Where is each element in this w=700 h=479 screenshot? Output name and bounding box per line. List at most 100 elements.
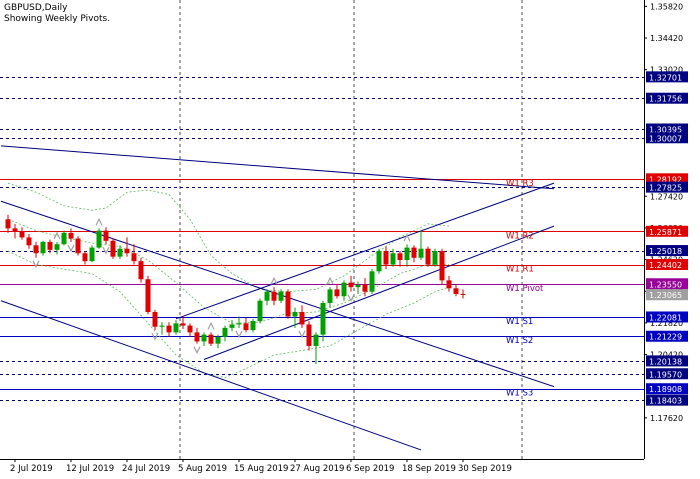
candle-body bbox=[243, 323, 249, 331]
candle-body bbox=[5, 219, 11, 229]
price-tick-label: 1.33020 bbox=[650, 66, 683, 75]
candle-body bbox=[180, 323, 186, 326]
candle-body bbox=[40, 241, 46, 254]
price-tick-label: 1.21820 bbox=[650, 319, 683, 328]
candle-body bbox=[166, 325, 172, 333]
ma-middle-line bbox=[7, 218, 449, 324]
candle-body bbox=[397, 253, 403, 261]
price-level-badge-label: 1.32701 bbox=[649, 73, 682, 82]
candle-body bbox=[124, 248, 130, 254]
time-tick-label: 30 Sep 2019 bbox=[458, 464, 512, 474]
candle-body bbox=[222, 327, 228, 337]
candle-body bbox=[19, 231, 25, 238]
candle-body bbox=[299, 312, 305, 325]
candle-body bbox=[348, 282, 354, 288]
candle-body bbox=[201, 334, 207, 342]
candle-body bbox=[446, 280, 452, 289]
price-level-badge bbox=[646, 330, 688, 342]
candle-body bbox=[152, 312, 158, 327]
fractal-down-marker bbox=[193, 346, 201, 355]
price-level-badge-label: 1.21229 bbox=[649, 333, 682, 342]
candle-body bbox=[292, 312, 298, 317]
candle-body bbox=[75, 238, 81, 254]
candle-body bbox=[47, 241, 53, 250]
candle-body bbox=[89, 247, 95, 262]
price-level-badge bbox=[646, 289, 688, 301]
pivot-label: W1 R2 bbox=[506, 231, 534, 241]
price-level-badge-label: 1.19570 bbox=[649, 370, 682, 379]
candle-body bbox=[54, 244, 60, 250]
candle-body bbox=[33, 245, 39, 254]
candle-body bbox=[341, 282, 347, 297]
fractal-up-marker bbox=[95, 218, 103, 226]
trend-line-1 bbox=[0, 200, 555, 388]
fractal-up-marker bbox=[403, 233, 411, 242]
candle-body bbox=[264, 291, 270, 301]
price-level-badge-label: 1.22081 bbox=[649, 313, 682, 322]
fractal-up-marker bbox=[270, 276, 278, 285]
fractal-down-marker bbox=[347, 294, 355, 303]
candle-body bbox=[390, 253, 396, 265]
price-level-badge-label: 1.24402 bbox=[649, 261, 682, 270]
candle-body bbox=[96, 230, 102, 248]
candle-body bbox=[187, 325, 193, 333]
pivot-label: W1 Pivot bbox=[506, 284, 544, 294]
candle-body bbox=[306, 324, 312, 346]
candle-body bbox=[138, 261, 144, 280]
price-level-badge-label: 1.20138 bbox=[649, 357, 682, 366]
fractal-down-marker bbox=[102, 246, 110, 255]
time-tick-label: 12 Jul 2019 bbox=[66, 464, 114, 474]
fractal-down-marker bbox=[151, 332, 159, 341]
candle-body bbox=[362, 284, 368, 292]
time-tick-label: 6 Sep 2019 bbox=[346, 464, 394, 474]
fractal-down-marker bbox=[298, 330, 306, 339]
candle-body bbox=[236, 323, 242, 325]
candle-body bbox=[250, 321, 256, 331]
candle-body bbox=[103, 230, 109, 241]
candle-body bbox=[355, 284, 361, 288]
price-level-badge bbox=[646, 92, 688, 104]
candle-body bbox=[404, 247, 410, 261]
price-level-badge-label: 1.18403 bbox=[649, 397, 682, 406]
ma-upper-line bbox=[7, 182, 450, 293]
candle-body bbox=[173, 323, 179, 333]
candle-body bbox=[110, 240, 116, 257]
price-level-badge bbox=[646, 383, 688, 395]
price-level-badge bbox=[646, 278, 688, 290]
price-level-badge-label: 1.23550 bbox=[649, 280, 682, 289]
price-level-badge bbox=[646, 123, 688, 135]
candle-body bbox=[159, 325, 165, 327]
candle-body bbox=[131, 253, 137, 262]
time-tick-label: 24 Jul 2019 bbox=[122, 464, 170, 474]
price-level-badge bbox=[646, 368, 688, 380]
candle-body bbox=[215, 336, 221, 344]
price-level-badge bbox=[646, 311, 688, 323]
price-level-badge-label: 1.27825 bbox=[649, 184, 682, 193]
price-level-badge-label: 1.30007 bbox=[649, 134, 682, 143]
price-level-badge bbox=[646, 225, 688, 237]
fractal-up-marker bbox=[53, 231, 61, 240]
price-level-badge bbox=[646, 71, 688, 83]
candle-body bbox=[208, 334, 214, 344]
pivot-label: W1 R3 bbox=[506, 179, 534, 189]
candle-body bbox=[271, 291, 277, 301]
candle-body bbox=[285, 291, 291, 317]
candle-body bbox=[376, 250, 382, 272]
price-level-badge bbox=[646, 394, 688, 406]
price-level-badge bbox=[646, 245, 688, 257]
price-level-badge-label: 1.25018 bbox=[649, 247, 682, 256]
fractal-down-marker bbox=[32, 260, 40, 269]
trend-line-2 bbox=[0, 300, 422, 451]
price-level-badge bbox=[646, 355, 688, 367]
candle-body bbox=[432, 250, 438, 265]
trend-line-4 bbox=[203, 225, 555, 360]
candle-body bbox=[334, 289, 340, 297]
candle-body bbox=[117, 248, 123, 257]
time-tick-label: 15 Aug 2019 bbox=[234, 464, 288, 474]
candle-body bbox=[12, 228, 18, 232]
pivot-label: W1 R1 bbox=[506, 265, 534, 275]
price-tick-label: 1.34420 bbox=[650, 34, 683, 43]
fractal-up-marker bbox=[326, 276, 334, 285]
candle-body bbox=[453, 288, 459, 294]
